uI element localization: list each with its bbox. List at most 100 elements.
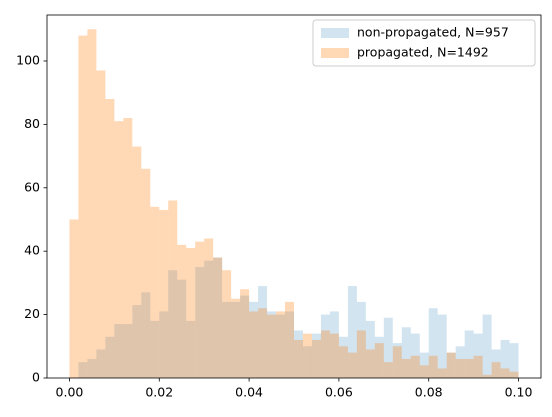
bar: [285, 311, 294, 378]
x-tick-label: 0.02: [145, 385, 173, 400]
bar: [96, 70, 106, 378]
bar: [347, 352, 357, 378]
bar: [302, 333, 312, 378]
legend-label: non-propagated, N=957: [357, 25, 509, 40]
bar: [87, 29, 97, 378]
bar: [365, 320, 375, 378]
bar: [240, 289, 250, 378]
bar: [195, 241, 205, 378]
bar: [204, 238, 214, 378]
bar: [285, 301, 294, 378]
bar: [132, 305, 142, 378]
bar: [231, 301, 241, 378]
bar: [249, 301, 259, 378]
bar: [392, 346, 402, 378]
bar: [428, 355, 438, 378]
bar: [123, 324, 133, 378]
bar: [500, 368, 510, 378]
bar: [249, 311, 259, 378]
bar: [186, 320, 196, 378]
bar: [267, 314, 277, 378]
bar: [114, 121, 124, 379]
legend-box: [312, 19, 536, 67]
bar: [302, 346, 312, 378]
bar: [320, 330, 330, 378]
bar: [320, 314, 330, 378]
bar: [213, 257, 223, 378]
plot-frame: [46, 14, 542, 379]
bar: [464, 330, 474, 378]
bar: [69, 219, 79, 378]
bar: [446, 352, 456, 378]
bar: [482, 374, 492, 378]
bar: [473, 355, 483, 378]
bar: [374, 336, 384, 378]
bar: [105, 336, 115, 378]
bar: [482, 314, 492, 378]
bar: [509, 371, 519, 378]
bar: [311, 339, 321, 378]
legend-label: propagated, N=1492: [357, 45, 489, 60]
bar: [114, 324, 124, 378]
bar: [401, 358, 411, 378]
bar: [213, 257, 223, 378]
bar: [105, 99, 115, 379]
x-tick-label: 0.06: [325, 385, 353, 400]
bar: [294, 339, 303, 378]
bar: [329, 333, 339, 378]
bar: [294, 330, 303, 378]
bar: [150, 206, 160, 378]
bar: [401, 327, 411, 378]
bar: [240, 295, 250, 378]
legend-swatch: [321, 28, 349, 38]
bar: [338, 346, 348, 378]
y-tick-label: 20: [24, 306, 40, 321]
bar: [231, 298, 241, 378]
bar: [491, 362, 501, 378]
bar: [141, 292, 151, 378]
bar: [356, 330, 366, 378]
bar: [276, 314, 286, 378]
bar: [437, 314, 447, 378]
x-tick-label: 0.08: [415, 385, 443, 400]
bar: [446, 352, 456, 378]
bar: [500, 339, 510, 378]
bar: [267, 311, 277, 378]
bar: [123, 118, 133, 378]
bar: [177, 279, 187, 378]
bar: [392, 343, 402, 378]
bar: [159, 209, 169, 378]
x-tick-label: 0.00: [56, 385, 84, 400]
bar: [410, 333, 420, 378]
bar: [464, 358, 474, 378]
y-tick-label: 60: [24, 179, 40, 194]
bar: [338, 336, 348, 378]
bar: [374, 343, 384, 378]
bar: [150, 320, 160, 378]
bar: [419, 352, 429, 378]
bar: [365, 349, 375, 378]
bar: [383, 317, 393, 378]
bar: [509, 343, 519, 378]
bar: [258, 308, 268, 378]
bar: [491, 349, 501, 378]
bar: [204, 260, 214, 378]
bar: [78, 362, 88, 378]
bar: [87, 358, 97, 378]
bar: [311, 333, 321, 378]
x-tick-label: 0.04: [235, 385, 263, 400]
bar: [159, 311, 169, 378]
bar: [437, 368, 447, 378]
bar: [347, 286, 357, 378]
bar: [356, 301, 366, 378]
bar: [455, 346, 465, 378]
bar: [177, 244, 187, 378]
bar: [78, 35, 88, 378]
bar: [222, 270, 232, 378]
x-tick-label: 0.10: [505, 385, 533, 400]
y-tick-label: 0: [32, 370, 40, 385]
bar: [132, 146, 142, 378]
bar: [329, 311, 339, 378]
bar: [141, 168, 151, 378]
